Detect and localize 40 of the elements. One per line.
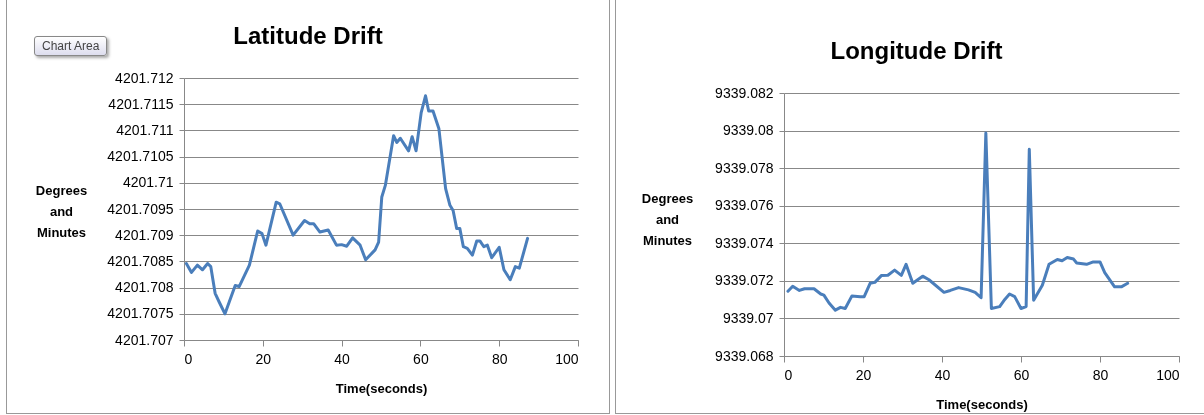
y-tick-label: 9339.068: [715, 347, 774, 364]
y-tick-label: 4201.708: [115, 279, 174, 296]
x-tick-label: 0: [784, 366, 793, 383]
y-axis-title: Degrees and Minutes: [641, 190, 694, 248]
y-tick-label: 4201.7075: [107, 305, 174, 322]
y-tick-label: 9339.078: [715, 159, 774, 176]
y-tick-label: 4201.7105: [107, 148, 174, 165]
y-axis-title: Degrees and Minutes: [35, 182, 88, 240]
x-tick-label: 80: [491, 350, 508, 367]
y-tick-label: 4201.7095: [107, 200, 174, 217]
x-tick-label: 80: [1092, 366, 1109, 383]
y-tick-label: 9339.072: [715, 272, 774, 289]
line-series: [184, 94, 530, 316]
y-tick-label: 9339.076: [715, 197, 774, 214]
line-series: [786, 131, 1130, 312]
y-tick-label: 4201.7085: [107, 252, 174, 269]
y-tick-label: 9339.082: [715, 84, 774, 101]
x-tick-label: 100: [555, 350, 579, 367]
x-axis-title: Time(seconds): [335, 380, 428, 396]
chart-title: Longitude Drift: [830, 37, 1003, 64]
x-tick-label: 20: [255, 350, 272, 367]
y-tick-label: 4201.71: [122, 174, 174, 191]
text: Chart Area: [34, 36, 108, 56]
y-tick-label: 4201.709: [115, 226, 174, 243]
x-tick-label: 100: [1156, 366, 1180, 383]
x-tick-label: 60: [413, 350, 429, 367]
x-axis-title: Time(seconds): [936, 396, 1028, 412]
y-tick-label: 9339.07: [722, 309, 774, 326]
y-tick-label: 9339.08: [722, 122, 774, 139]
x-tick-label: 0: [184, 350, 193, 367]
x-tick-label: 40: [934, 366, 951, 383]
x-tick-label: 20: [855, 366, 872, 383]
y-tick-label: 4201.707: [115, 331, 174, 348]
y-tick-label: 4201.711: [116, 121, 174, 138]
x-tick-label: 40: [334, 350, 351, 367]
y-tick-label: 4201.7115: [108, 95, 174, 112]
y-tick-label: 4201.712: [115, 69, 174, 86]
x-tick-label: 60: [1013, 366, 1030, 383]
chart-title: Latitude Drift: [233, 22, 383, 49]
y-tick-label: 9339.074: [715, 234, 774, 251]
